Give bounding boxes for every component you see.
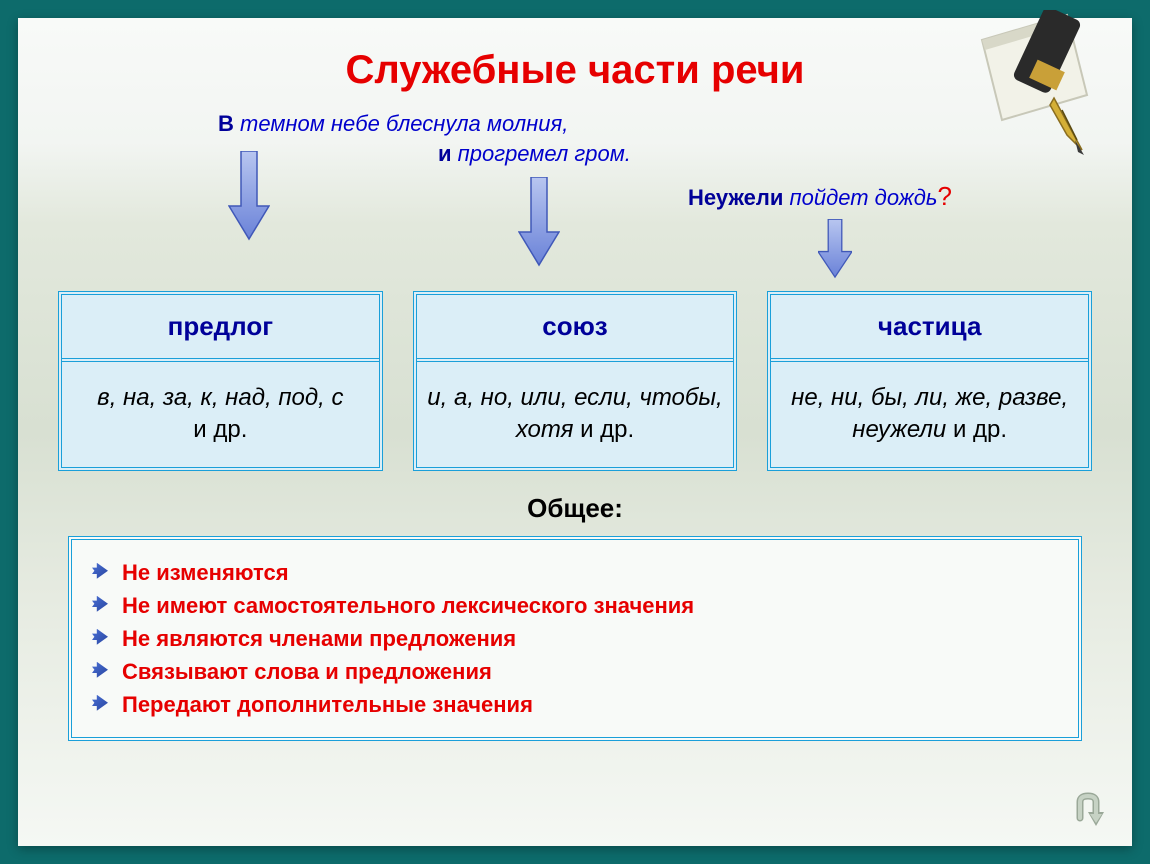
common-item: Не изменяются (92, 556, 1058, 589)
column-chastitsa: частица не, ни, бы, ли, же, разве, неуже… (767, 291, 1092, 471)
common-item: Связывают слова и предложения (92, 655, 1058, 688)
u-turn-icon (1066, 788, 1110, 832)
columns-row: предлог в, на, за, к, над, под, с и др. … (18, 291, 1132, 471)
common-properties-box: Не изменяются Не имеют самостоятельного … (68, 536, 1082, 741)
bold-word-i: и (438, 141, 452, 166)
bold-word-v: В (218, 111, 234, 136)
common-item: Не имеют самостоятельного лексического з… (92, 589, 1058, 622)
column-soyuz: союз и, а, но, или, если, чтобы, хотя и … (413, 291, 738, 471)
example-line-3: Неужели пойдет дождь? (688, 181, 952, 212)
examples-etc: и др. (573, 416, 634, 443)
arrow-down-icon (818, 219, 852, 279)
column-body: в, на, за, к, над, под, с и др. (62, 362, 379, 467)
common-heading: Общее: (18, 493, 1132, 524)
example-sentences: В темном небе блеснула молния, и прогрем… (18, 111, 1132, 261)
example-1-rest: темном небе блеснула молния, (234, 111, 568, 136)
column-predlog: предлог в, на, за, к, над, под, с и др. (58, 291, 383, 471)
column-header: частица (771, 295, 1088, 362)
question-mark: ? (937, 181, 951, 211)
example-2-rest: прогремел гром. (452, 141, 631, 166)
page-title: Служебные части речи (18, 18, 1132, 93)
example-line-1: В темном небе блеснула молния, (218, 111, 568, 137)
common-list: Не изменяются Не имеют самостоятельного … (92, 556, 1058, 721)
common-item: Передают дополнительные значения (92, 688, 1058, 721)
arrow-down-icon (228, 151, 270, 241)
examples-etc: и др. (193, 416, 247, 443)
arrow-down-icon (518, 177, 560, 267)
example-line-2: и прогремел гром. (438, 141, 631, 167)
examples-italic: не, ни, бы, ли, же, разве, неужели (791, 384, 1068, 443)
column-header: предлог (62, 295, 379, 362)
bold-word-neuzheli: Неужели (688, 185, 783, 210)
column-body: и, а, но, или, если, чтобы, хотя и др. (417, 362, 734, 467)
common-item: Не являются членами предложения (92, 622, 1058, 655)
slide: Служебные части речи В темном небе блесн… (18, 18, 1132, 846)
examples-etc: и др. (946, 416, 1007, 443)
examples-italic: в, на, за, к, над, под, с (97, 384, 343, 411)
back-button[interactable] (1066, 788, 1110, 832)
column-header: союз (417, 295, 734, 362)
column-body: не, ни, бы, ли, же, разве, неужели и др. (771, 362, 1088, 467)
example-3-rest: пойдет дождь (783, 185, 937, 210)
